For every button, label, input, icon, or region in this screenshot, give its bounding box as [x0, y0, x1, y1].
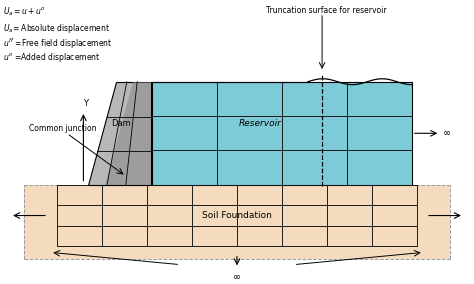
Text: Truncation surface for reservoir: Truncation surface for reservoir [266, 6, 387, 14]
Text: $u^o$ =Added displacement: $u^o$ =Added displacement [3, 51, 101, 64]
Text: $U_a=u + u^o$: $U_a=u + u^o$ [3, 6, 46, 18]
Polygon shape [24, 185, 450, 258]
Polygon shape [152, 82, 412, 185]
Text: $u^{ff}$ =Free field displacement: $u^{ff}$ =Free field displacement [3, 36, 113, 51]
Text: Reservoir: Reservoir [239, 119, 282, 128]
Text: Common junction: Common junction [29, 124, 97, 133]
Text: Y: Y [83, 99, 88, 108]
Polygon shape [88, 82, 151, 185]
Polygon shape [105, 82, 151, 185]
Text: Dam: Dam [111, 119, 131, 128]
Text: ∞: ∞ [233, 272, 241, 282]
Text: Soil Foundation: Soil Foundation [202, 211, 272, 220]
Text: ∞: ∞ [443, 128, 451, 138]
Text: $U_a$= Absolute displacement: $U_a$= Absolute displacement [3, 22, 110, 35]
